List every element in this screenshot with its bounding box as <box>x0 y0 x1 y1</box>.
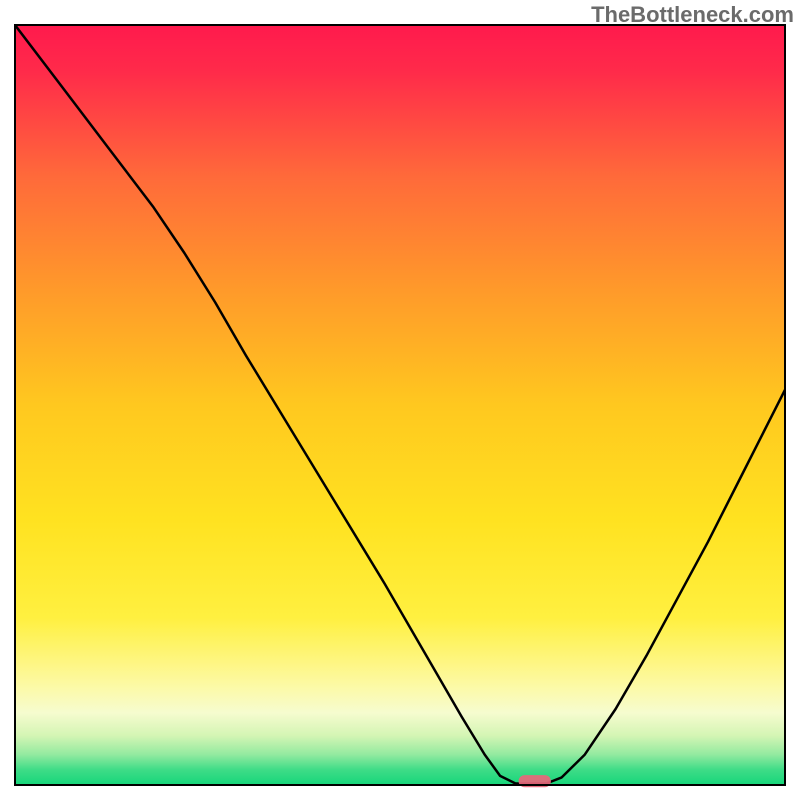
bottleneck-chart: TheBottleneck.com <box>0 0 800 800</box>
chart-background <box>15 25 785 785</box>
chart-svg <box>0 0 800 800</box>
